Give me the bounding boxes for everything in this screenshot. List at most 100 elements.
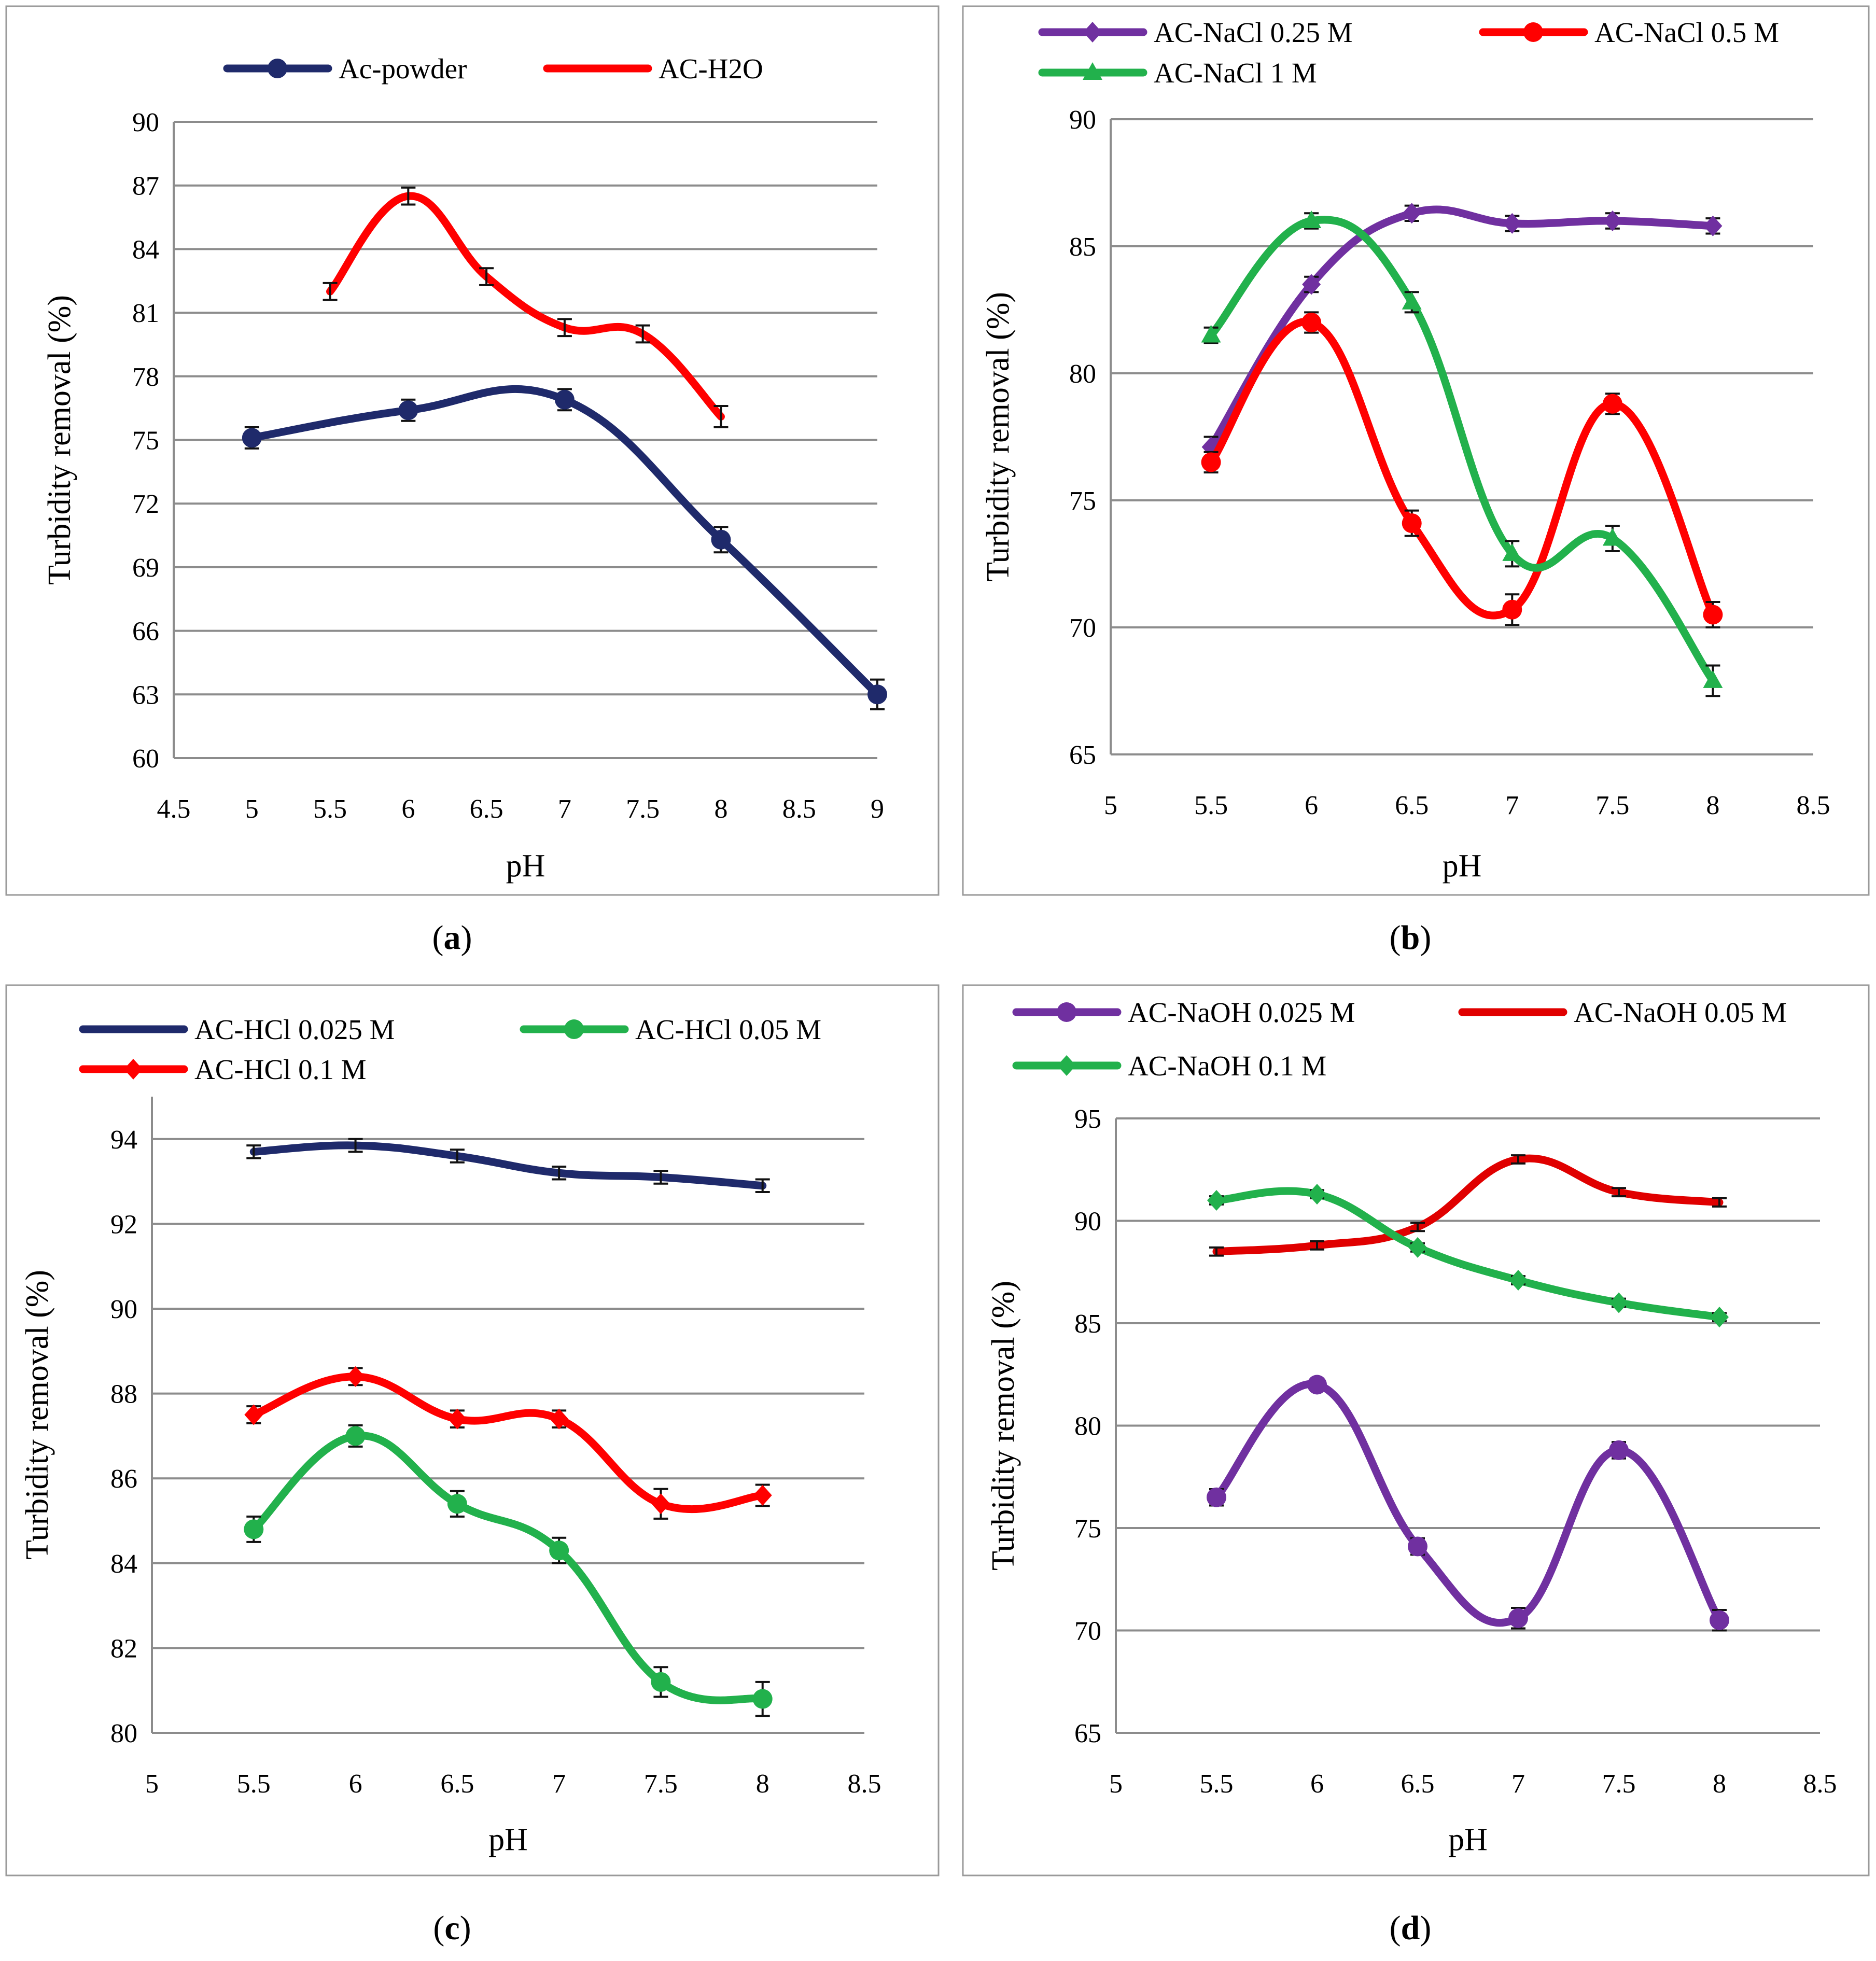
error-bar	[1612, 1187, 1626, 1198]
error-bar	[713, 405, 729, 428]
x-tick-label: 5	[245, 794, 259, 824]
series-ac-naoh-0-025-m	[1207, 1375, 1729, 1632]
series-line	[1212, 1187, 1724, 1321]
error-bar	[1712, 1197, 1727, 1208]
chart-panel-d: 65 70 75 80 85 90 95 5 5.5 6 6.5 7 7.5 8 8.5 pH Turbidit…	[962, 984, 1870, 1947]
caption-letter: d	[1401, 1909, 1420, 1947]
series-line	[1207, 216, 1717, 685]
legend-label: AC-H2O	[659, 53, 763, 85]
data-point	[1207, 1190, 1226, 1211]
legend-item: Ac-powder	[223, 53, 467, 85]
data-point	[1301, 313, 1322, 332]
data-point	[711, 529, 731, 550]
legend-marker	[1083, 62, 1102, 80]
y-tick-label: 85	[1069, 232, 1096, 262]
series-ac-nacl-1-m	[1201, 211, 1723, 697]
series-ac-naoh-0-1-m	[1207, 1184, 1729, 1328]
legend-item: AC-NaCl 0.5 M	[1479, 17, 1779, 48]
panel-frame	[962, 5, 1870, 896]
panel-caption: (d)	[1390, 1909, 1432, 1947]
data-point	[1602, 528, 1622, 546]
error-bar	[1511, 1154, 1525, 1165]
x-tick-label: 8.5	[848, 1769, 881, 1799]
y-tick-label: 65	[1069, 740, 1096, 770]
data-point	[1402, 513, 1422, 534]
x-tick-label: 8	[714, 794, 727, 824]
data-point	[1302, 274, 1321, 295]
y-tick-label: 85	[1074, 1309, 1101, 1339]
data-point	[550, 1408, 569, 1430]
chart-panel-c: 80 82 84 86 88 90 92 94 5 5.5 6 6.5 7 7.5 8 8.5 pH Turbid…	[5, 984, 940, 1947]
y-tick-label: 84	[110, 1549, 137, 1579]
error-bar	[323, 282, 338, 301]
legend-label: AC-NaOH 0.025 M	[1128, 997, 1355, 1028]
caption-close: )	[1420, 919, 1431, 957]
y-tick-label: 90	[110, 1295, 137, 1324]
x-tick-label: 8.5	[1797, 791, 1830, 820]
y-tick-label: 84	[132, 235, 159, 264]
data-point	[1301, 211, 1322, 228]
x-tick-label: 6.5	[1401, 1769, 1435, 1799]
y-tick-label: 95	[1074, 1104, 1101, 1134]
chart-panel-a: 60 63 66 69 72 75 78 81 84 87 90 4.5 5 5.5 6 6.5 7 7.5 8 8.…	[5, 5, 940, 957]
x-axis-title: pH	[1448, 1822, 1488, 1857]
series-ac-naoh-0-05-m	[1209, 1154, 1727, 1257]
data-point	[1703, 670, 1723, 688]
series-ac-hcl-0-025-m	[246, 1138, 770, 1194]
x-tick-label: 6.5	[440, 1769, 474, 1799]
data-point	[752, 1689, 773, 1709]
y-tick-label: 90	[132, 108, 159, 137]
panel-frame	[962, 984, 1870, 1876]
y-tick-label: 82	[110, 1634, 137, 1663]
caption-letter: c	[444, 1909, 459, 1947]
caption-open: (	[1390, 919, 1401, 957]
x-tick-label: 9	[871, 794, 884, 824]
legend-label: Ac-powder	[339, 53, 467, 85]
x-tick-label: 5.5	[1200, 1769, 1234, 1799]
legend-marker	[1523, 22, 1543, 42]
legend-label: AC-HCl 0.05 M	[635, 1014, 821, 1045]
x-axis-title: pH	[1443, 848, 1482, 884]
caption-close: )	[1420, 1909, 1431, 1947]
y-axis-title: Turbidity removal (%)	[20, 1270, 55, 1560]
legend-label: AC-NaCl 0.25 M	[1154, 17, 1352, 48]
series-line	[249, 1372, 767, 1514]
legend-label: AC-HCl 0.1 M	[194, 1054, 367, 1085]
data-point	[345, 1426, 366, 1446]
y-tick-label: 70	[1069, 613, 1096, 643]
data-point	[651, 1672, 671, 1692]
y-tick-label: 75	[132, 426, 159, 456]
data-point	[1609, 1292, 1628, 1313]
legend-marker	[268, 59, 287, 78]
x-axis-title: pH	[506, 848, 545, 884]
data-point	[1408, 1237, 1427, 1258]
series-line	[1207, 317, 1717, 620]
series-line	[248, 385, 881, 698]
legend-item: AC-NaOH 0.025 M	[1012, 997, 1355, 1028]
data-point	[242, 428, 262, 448]
x-tick-label: 4.5	[157, 794, 191, 824]
data-point	[1207, 1487, 1226, 1507]
data-point	[753, 1484, 772, 1506]
error-bar	[401, 186, 416, 206]
y-tick-label: 75	[1069, 486, 1096, 516]
legend-label: AC-NaCl 1 M	[1154, 57, 1317, 89]
y-axis-title: Turbidity removal (%)	[42, 295, 77, 585]
error-bar	[755, 1178, 770, 1194]
error-bar	[479, 267, 494, 286]
data-point	[1307, 1375, 1327, 1395]
series-ac-hcl-0-1-m	[244, 1366, 772, 1520]
legend-marker	[124, 1059, 143, 1080]
x-tick-label: 6	[349, 1769, 362, 1799]
y-tick-label: 75	[1074, 1514, 1101, 1544]
panel-caption: (a)	[432, 919, 472, 957]
legend-label: AC-NaCl 0.5 M	[1594, 17, 1779, 48]
legend-item: AC-HCl 0.1 M	[79, 1054, 367, 1085]
series-line	[326, 192, 725, 421]
data-point	[398, 400, 418, 421]
x-tick-label: 7.5	[1595, 791, 1629, 820]
data-point	[1402, 291, 1422, 310]
x-tick-label: 7.5	[1602, 1769, 1636, 1799]
series-ac-hcl-0-05-m	[244, 1424, 773, 1717]
caption-letter: b	[1401, 919, 1420, 957]
